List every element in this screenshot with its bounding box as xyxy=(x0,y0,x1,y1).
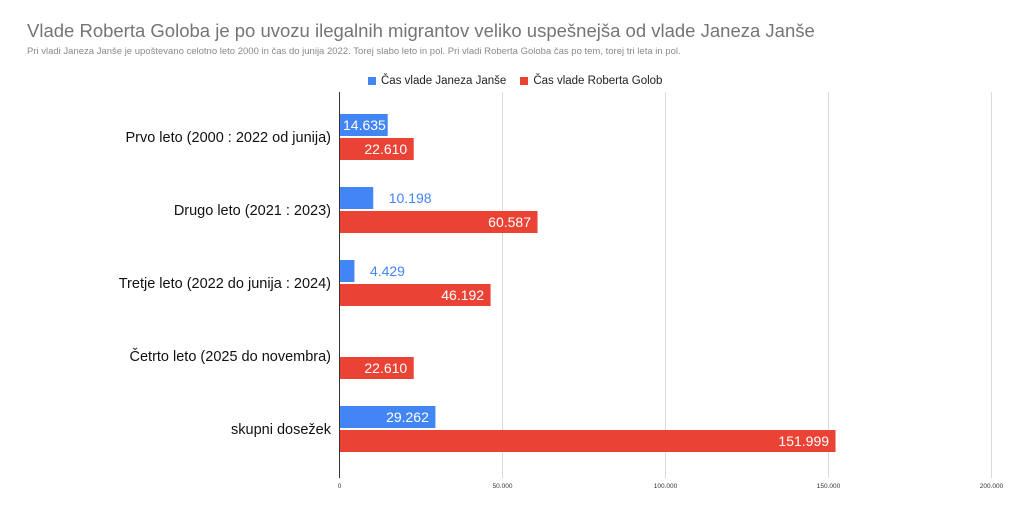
x-tick-label: 0 xyxy=(338,483,342,490)
x-tick-label: 200.000 xyxy=(980,483,1004,490)
data-label: 46.192 xyxy=(441,287,484,303)
category-label: Četrto leto (2025 do novembra) xyxy=(130,348,332,365)
legend-label-jansa: Čas vlade Janeza Janše xyxy=(381,75,507,87)
data-label: 151.999 xyxy=(778,433,829,449)
category-label: skupni dosežek xyxy=(231,422,332,438)
bar-golob xyxy=(340,430,836,452)
bar-jansa xyxy=(340,114,388,136)
chart-subtitle: Pri vladi Janeza Janše je upoštevano cel… xyxy=(27,46,681,57)
category-label: Prvo leto (2000 : 2022 od junija) xyxy=(125,130,331,146)
legend-swatch-golob xyxy=(520,77,529,85)
data-label: 14.635 xyxy=(343,117,386,133)
data-label: 4.429 xyxy=(370,263,405,279)
bar-jansa xyxy=(340,406,436,428)
legend-item-golob: Čas vlade Roberta Golob xyxy=(520,75,662,87)
bar-golob xyxy=(340,357,414,379)
category-label: Drugo leto (2021 : 2023) xyxy=(174,203,331,219)
x-tick-label: 150.000 xyxy=(817,483,841,490)
bar-golob xyxy=(340,211,538,233)
data-label: 29.262 xyxy=(386,409,429,425)
data-label: 22.610 xyxy=(364,360,407,376)
bar-jansa xyxy=(340,187,374,209)
bar-golob xyxy=(340,284,491,306)
bar-jansa xyxy=(340,260,355,282)
legend-swatch-jansa xyxy=(368,77,376,85)
chart-title: Vlade Roberta Goloba je po uvozu ilegaln… xyxy=(27,20,815,41)
data-label: 22.610 xyxy=(364,141,407,157)
category-label: Tretje leto (2022 do junija : 2024) xyxy=(119,276,331,292)
legend-label-golob: Čas vlade Roberta Golob xyxy=(533,75,663,87)
x-tick-label: 100.000 xyxy=(654,483,678,490)
bar-golob xyxy=(340,138,414,160)
chart-legend: Čas vlade Janeza Janše Čas vlade Roberta… xyxy=(368,75,662,87)
data-label: 60.587 xyxy=(488,214,531,230)
data-label: 10.198 xyxy=(389,190,432,206)
x-tick-label: 50.000 xyxy=(493,483,513,490)
legend-item-jansa: Čas vlade Janeza Janše xyxy=(368,75,506,87)
